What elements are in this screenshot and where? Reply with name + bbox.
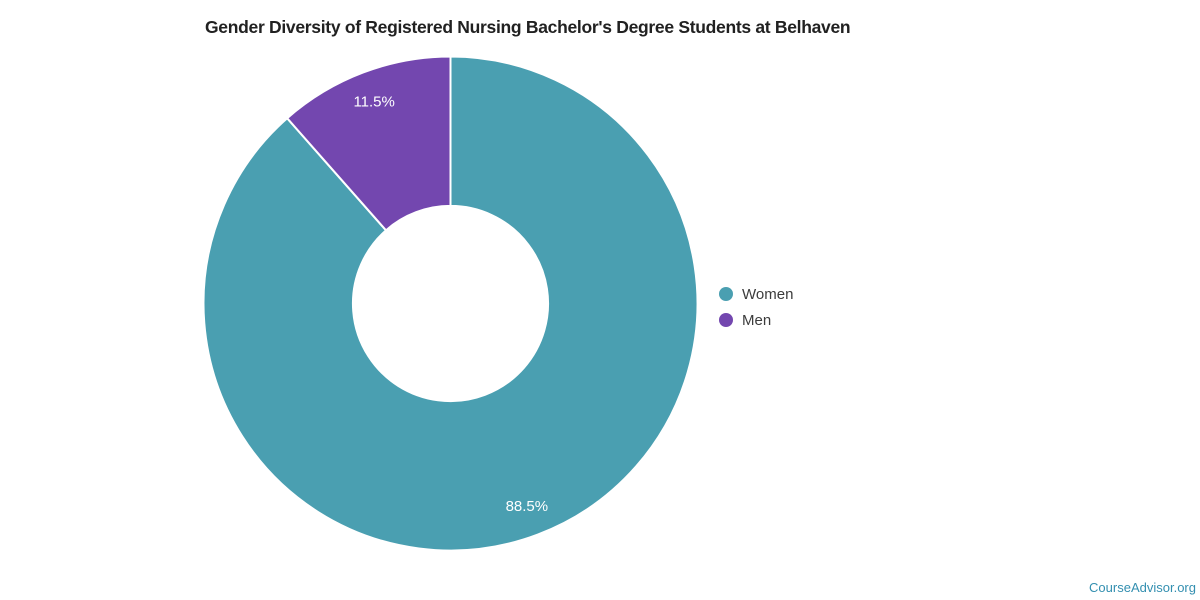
legend-swatch-icon	[719, 313, 733, 327]
legend-item-men[interactable]: Men	[719, 307, 793, 333]
brand-link[interactable]: CourseAdvisor.org	[1089, 580, 1196, 595]
slice-label-men: 11.5%	[353, 94, 394, 111]
donut-slice-men[interactable]	[285, 55, 452, 232]
legend: Women Men	[719, 281, 793, 333]
legend-label: Men	[742, 311, 772, 329]
chart-title: Gender Diversity of Registered Nursing B…	[205, 17, 851, 37]
legend-item-women[interactable]: Women	[719, 281, 793, 307]
donut-slice-women[interactable]	[202, 55, 699, 552]
slice-label-women: 88.5%	[506, 498, 549, 515]
legend-label: Women	[742, 285, 794, 303]
legend-swatch-icon	[719, 287, 733, 301]
